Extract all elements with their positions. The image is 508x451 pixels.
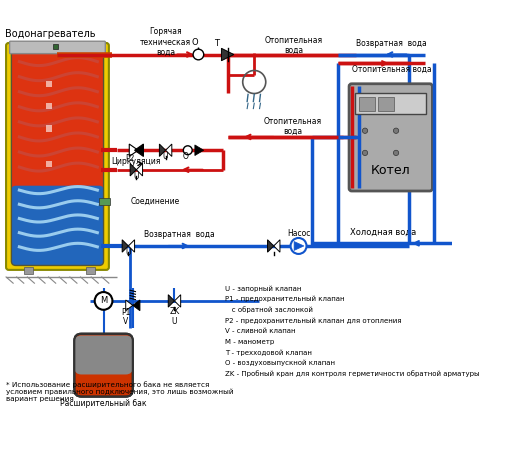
Bar: [359, 97, 375, 111]
Text: O: O: [192, 38, 198, 47]
Polygon shape: [160, 144, 166, 156]
Bar: [24, 267, 33, 274]
Polygon shape: [274, 240, 280, 252]
Text: Соединение: Соединение: [130, 197, 179, 206]
FancyBboxPatch shape: [74, 334, 133, 396]
Bar: [53, 44, 58, 49]
Bar: [86, 267, 94, 274]
Text: * Использование расширительного бака не является
условием правильного подключени: * Использование расширительного бака не …: [6, 381, 234, 402]
Text: M - манометр: M - манометр: [225, 339, 274, 345]
Text: ZK: ZK: [169, 307, 180, 316]
Polygon shape: [174, 295, 181, 307]
Bar: [46, 103, 52, 110]
Bar: [46, 161, 52, 167]
Text: M: M: [100, 296, 107, 305]
FancyBboxPatch shape: [11, 186, 104, 266]
Text: Водонагреватель: Водонагреватель: [5, 29, 96, 39]
Bar: [99, 198, 110, 205]
Text: P1: P1: [121, 308, 131, 317]
Circle shape: [362, 150, 368, 156]
Polygon shape: [130, 164, 136, 176]
Polygon shape: [221, 48, 234, 61]
Text: Возвратная  вода: Возвратная вода: [144, 230, 214, 239]
Circle shape: [393, 150, 399, 156]
Text: U: U: [163, 152, 168, 161]
Circle shape: [393, 128, 399, 133]
Bar: [378, 97, 394, 111]
Text: Отопительная вода: Отопительная вода: [352, 65, 431, 74]
FancyBboxPatch shape: [355, 92, 426, 114]
Polygon shape: [129, 144, 138, 156]
Circle shape: [193, 49, 204, 60]
Text: U: U: [134, 171, 139, 180]
Circle shape: [94, 292, 112, 310]
Polygon shape: [294, 242, 304, 250]
Text: O: O: [183, 152, 189, 161]
Text: Отопительная
вода: Отопительная вода: [263, 117, 322, 136]
Circle shape: [362, 128, 368, 133]
Text: Горячая
техническая
вода: Горячая техническая вода: [140, 27, 191, 57]
Bar: [46, 81, 52, 87]
Text: U: U: [172, 317, 177, 326]
Bar: [46, 125, 52, 132]
Text: Циркуляция: Циркуляция: [112, 156, 161, 166]
Circle shape: [291, 238, 306, 254]
Text: V - сливной клапан: V - сливной клапан: [225, 328, 296, 334]
Text: P2: P2: [125, 154, 135, 163]
FancyBboxPatch shape: [6, 43, 109, 270]
FancyBboxPatch shape: [74, 336, 133, 374]
Text: V: V: [123, 317, 129, 326]
FancyBboxPatch shape: [11, 50, 104, 194]
Polygon shape: [168, 295, 174, 307]
Polygon shape: [195, 145, 204, 156]
Polygon shape: [122, 240, 129, 252]
Polygon shape: [125, 300, 133, 311]
FancyBboxPatch shape: [349, 84, 432, 191]
FancyBboxPatch shape: [10, 41, 105, 54]
Text: Расширительный бак: Расширительный бак: [60, 399, 147, 408]
Text: ZK - Пробный кран для контроля герметичности обратной арматуры: ZK - Пробный кран для контроля герметичн…: [225, 370, 480, 377]
Text: Отопительная
вода: Отопительная вода: [265, 36, 323, 55]
Polygon shape: [135, 144, 143, 156]
Text: O - воздуховыпускной клапан: O - воздуховыпускной клапан: [225, 360, 335, 366]
Text: Насос: Насос: [287, 229, 310, 238]
Text: Возвратная  вода: Возвратная вода: [356, 39, 427, 48]
Polygon shape: [166, 144, 172, 156]
Text: U - запорный клапан: U - запорный клапан: [225, 285, 301, 292]
Text: T - трехходовой клапан: T - трехходовой клапан: [225, 349, 312, 355]
Text: U: U: [125, 248, 131, 257]
Text: Холодная вода: Холодная вода: [350, 227, 416, 236]
Polygon shape: [268, 240, 274, 252]
Polygon shape: [133, 300, 140, 311]
Text: с обратной заслонкой: с обратной заслонкой: [225, 306, 313, 313]
Circle shape: [183, 146, 192, 155]
Text: Котел: Котел: [371, 164, 410, 177]
Text: P1 - предохранительный клапан: P1 - предохранительный клапан: [225, 296, 344, 302]
Text: P2 - предохранительный клапан для отопления: P2 - предохранительный клапан для отопле…: [225, 317, 401, 324]
Polygon shape: [129, 240, 135, 252]
Text: T: T: [214, 39, 219, 48]
Polygon shape: [136, 164, 143, 176]
